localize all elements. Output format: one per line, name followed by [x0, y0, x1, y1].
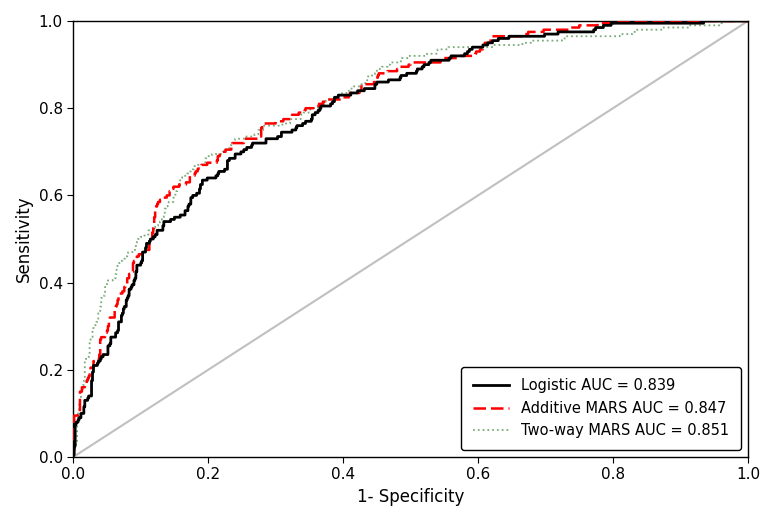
- Y-axis label: Sensitivity: Sensitivity: [15, 196, 33, 282]
- Legend: Logistic AUC = 0.839, Additive MARS AUC = 0.847, Two-way MARS AUC = 0.851: Logistic AUC = 0.839, Additive MARS AUC …: [461, 367, 741, 450]
- X-axis label: 1- Specificity: 1- Specificity: [357, 488, 464, 506]
